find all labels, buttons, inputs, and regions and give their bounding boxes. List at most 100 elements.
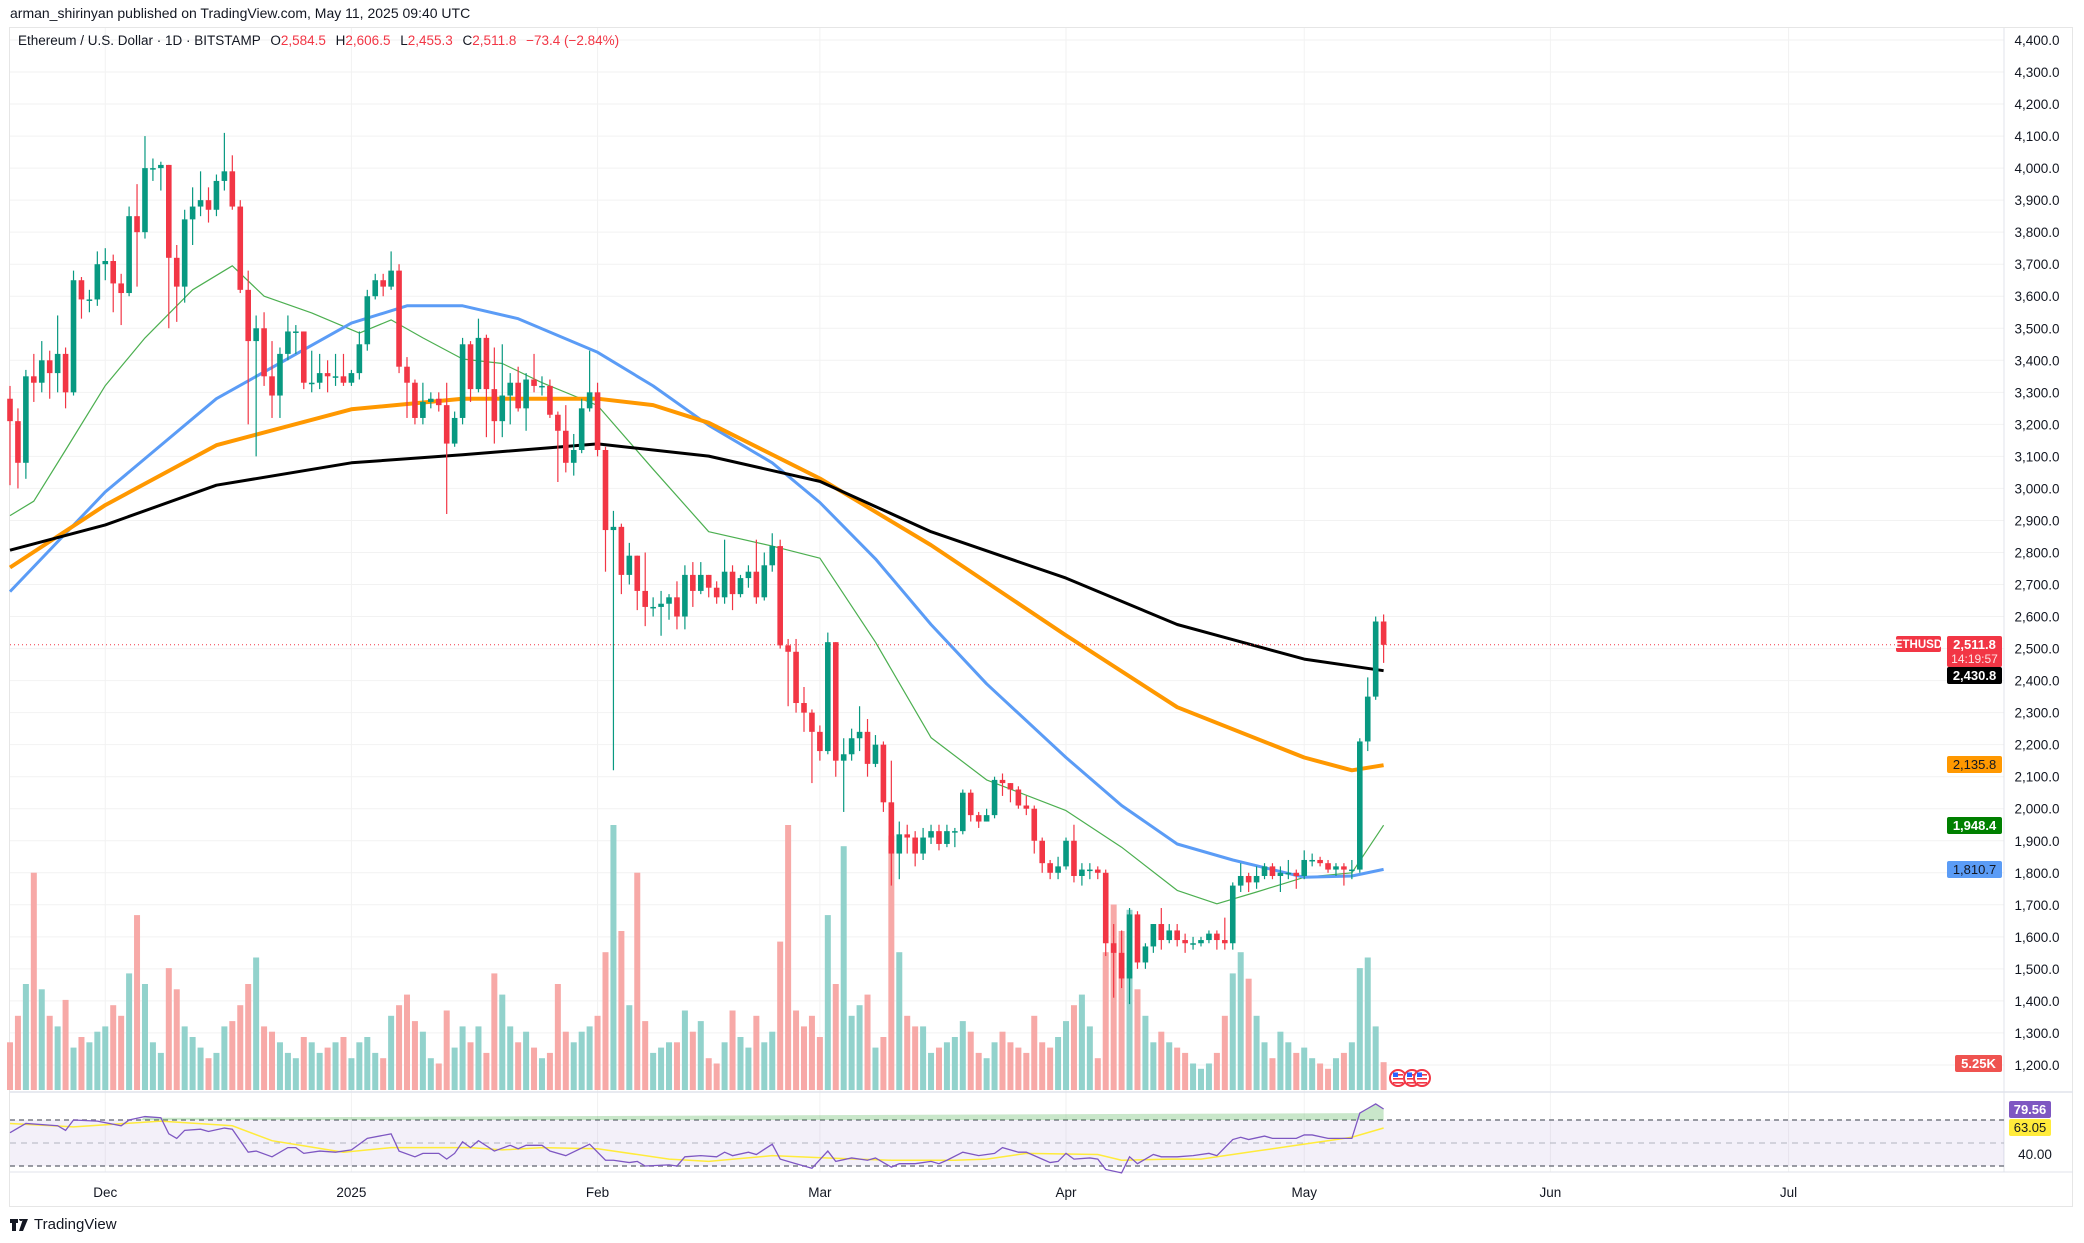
candle-body	[372, 280, 379, 297]
candle-body	[1094, 869, 1101, 873]
candle-body	[832, 642, 839, 761]
volume-bar	[642, 1021, 649, 1090]
candle-body	[15, 421, 21, 463]
candle-body	[46, 360, 53, 374]
volume-bar	[396, 1005, 403, 1090]
candle-body	[213, 180, 220, 210]
volume-bar	[999, 1031, 1006, 1090]
volume-bar	[1031, 1015, 1038, 1090]
candle-body	[197, 200, 204, 207]
volume-bar	[292, 1058, 299, 1090]
candle-body	[102, 261, 109, 265]
volume-bar	[904, 1015, 911, 1090]
candle-body	[1277, 872, 1284, 876]
candle-body	[94, 264, 101, 300]
price-axis-label: 2,900.0	[2014, 513, 2059, 528]
rsi-ma-tag-bg	[2009, 1119, 2051, 1136]
volume-bar	[586, 1026, 593, 1090]
candle-body	[205, 200, 212, 210]
candle-body	[1341, 866, 1347, 870]
candle-body	[428, 398, 434, 402]
volume-bar	[785, 825, 792, 1090]
moving-average-line	[8, 396, 1384, 773]
volume-bar	[1039, 1042, 1046, 1090]
price-axis-label: 3,700.0	[2014, 257, 2059, 272]
candle-body	[467, 344, 474, 390]
candle-body	[443, 405, 450, 444]
volume-bar	[634, 872, 641, 1090]
volume-bar	[801, 1026, 807, 1090]
volume-bar	[697, 1021, 704, 1090]
candle-body	[38, 360, 45, 383]
open-value: 2,584.5	[280, 33, 326, 48]
candle-body	[245, 289, 251, 342]
volume-bar	[713, 1063, 720, 1090]
volume-bar	[1086, 1026, 1093, 1090]
volume-bar	[165, 968, 172, 1090]
candle-body	[507, 382, 514, 396]
price-axis-label: 2,400.0	[2014, 674, 2059, 689]
candle-body	[1118, 952, 1125, 979]
price-axis-label: 2,800.0	[2014, 545, 2059, 560]
candle-body	[650, 606, 656, 609]
volume-bar	[118, 1015, 125, 1090]
price-axis-label: 1,700.0	[2014, 898, 2059, 913]
volume-bar	[380, 1058, 387, 1090]
candle-body	[269, 376, 275, 396]
candle-body	[1190, 943, 1196, 945]
volume-bar	[1047, 1047, 1054, 1090]
tradingview-logo[interactable]: TradingView	[10, 1216, 117, 1233]
candle-body	[682, 574, 688, 617]
volume-bar	[777, 941, 784, 1090]
price-axis-label: 2,200.0	[2014, 738, 2059, 753]
price-axis-label: 2,600.0	[2014, 610, 2059, 625]
candle-body	[896, 834, 903, 854]
volume-bar	[435, 1063, 442, 1090]
rsi-tag-bg	[2009, 1101, 2051, 1118]
volume-bar	[753, 1015, 760, 1090]
green-ma-tag: 1,948.4	[1953, 818, 1997, 833]
volume-bar	[1277, 1031, 1284, 1090]
candle-body	[697, 574, 704, 591]
volume-bar	[1118, 931, 1125, 1090]
volume-bar	[1205, 1063, 1212, 1090]
time-axis-label: 2025	[336, 1185, 366, 1200]
volume-bar	[1094, 1058, 1101, 1090]
volume-bar	[1380, 1062, 1387, 1090]
volume-bar	[602, 952, 609, 1090]
volume-bar	[562, 1031, 569, 1090]
candle-body	[602, 449, 609, 531]
rsi-overbought-fill	[141, 1103, 1384, 1120]
volume-bar	[658, 1047, 665, 1090]
volume-bar	[523, 1031, 530, 1090]
grid	[10, 28, 2073, 1173]
volume-bar	[1078, 994, 1085, 1090]
volume-bar	[229, 1021, 236, 1090]
candle-body	[1253, 875, 1260, 883]
candle-body	[658, 603, 664, 607]
volume-bar	[848, 1015, 855, 1090]
candle-body	[729, 571, 736, 595]
time-axis-label: Jun	[1539, 1185, 1561, 1200]
candle-series	[7, 132, 1387, 1005]
volume-bar	[793, 1010, 800, 1090]
candle-body	[785, 645, 791, 652]
candle-body	[308, 382, 315, 385]
price-axis-label: 3,900.0	[2014, 193, 2059, 208]
candle-body	[1126, 914, 1133, 979]
candle-body	[1237, 875, 1244, 886]
volume-bar	[920, 1026, 927, 1090]
time-axis-label: Dec	[93, 1185, 117, 1200]
time-axis-label: Feb	[586, 1185, 609, 1200]
rsi-axis-label: 40.00	[2018, 1147, 2052, 1162]
volume-bar	[1340, 1052, 1347, 1090]
price-axis-label: 1,400.0	[2014, 994, 2059, 1009]
volume-bar	[181, 1026, 188, 1090]
volume-bar	[404, 994, 410, 1090]
countdown-tag: 14:19:57	[1951, 652, 1998, 666]
volume-bar	[1182, 1052, 1189, 1090]
blue-ma-tag-bg	[1947, 861, 2002, 878]
candle-body	[936, 831, 942, 844]
blue-ma-tag: 1,810.7	[1953, 862, 1996, 877]
